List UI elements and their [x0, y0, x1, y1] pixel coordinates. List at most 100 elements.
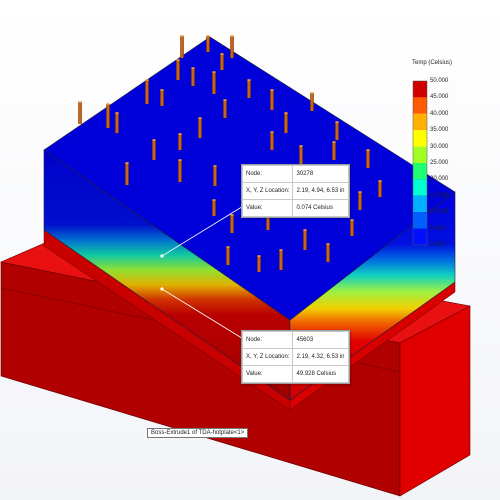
probe-callout-1[interactable]: Node: 30278 X, Y, Z Location: 2.19, 4.94…: [241, 164, 350, 218]
pin-fin: [358, 192, 362, 210]
pin-fin: [145, 80, 149, 104]
legend-tick: 10.000: [430, 209, 449, 215]
pin-fin: [230, 36, 234, 58]
part-tooltip: Boss-Extrude1 of TDA-hotplate<1>: [147, 428, 249, 438]
pin-fin: [191, 68, 195, 86]
legend-title: Temp (Celsius): [412, 60, 453, 66]
pin-fin: [212, 72, 216, 94]
legend-tick: 15.000: [430, 193, 449, 199]
pin-fin-tip: [176, 59, 180, 61]
probe-value: 45603: [292, 331, 349, 349]
probe-label: Value:: [241, 365, 294, 383]
probe-value: 0.074 Celsius: [292, 199, 349, 217]
legend-band: [413, 146, 427, 163]
legend-tick: 20.000: [430, 176, 449, 182]
pin-fin-tip: [125, 162, 129, 164]
legend-tick: 5.000: [430, 226, 446, 232]
pin-fin-tip: [270, 131, 274, 133]
probe1-leader: [161, 204, 246, 257]
pin-fin-tip: [206, 35, 210, 37]
probe-label: Node:: [241, 331, 294, 349]
pin-fin-tip: [230, 35, 234, 37]
legend-band: [413, 195, 427, 213]
legend-band: [413, 179, 427, 196]
pin-fin: [270, 90, 274, 110]
pin-fin: [206, 36, 210, 52]
pin-fin: [299, 146, 303, 166]
probe-row: Value: 0.074 Celsius: [241, 199, 349, 217]
pin-fin-tip: [350, 219, 354, 221]
pin-fin: [310, 93, 314, 111]
pin-fin: [303, 230, 307, 250]
pin-fin-tip: [145, 79, 149, 81]
pin-fin-tip: [223, 99, 227, 101]
pin-fin-tip: [213, 165, 217, 167]
pin-fin-tip: [257, 255, 261, 257]
probe2-leader: [161, 288, 246, 341]
pin-fin-tip: [366, 149, 370, 151]
legend-band: [413, 228, 427, 245]
pin-fin: [78, 102, 82, 124]
pin-fin-tip: [310, 92, 314, 94]
probe-label: X, Y, Z Location:: [241, 348, 294, 366]
probe-row: X, Y, Z Location: 2.19, 4.94, 6.53 in: [241, 182, 349, 200]
legend-tick: 40.000: [430, 111, 449, 117]
pin-fin-tip: [180, 35, 184, 37]
probe-label: Node:: [241, 165, 294, 183]
legend-band: [413, 130, 427, 147]
pin-fin-tip: [284, 112, 288, 114]
legend-tick: 25.000: [430, 160, 449, 166]
legend-band: [413, 113, 427, 131]
legend-tick: 45.000: [430, 94, 449, 100]
pin-fin-tip: [152, 139, 156, 141]
legend-colorbar: [412, 80, 428, 246]
pin-fin: [247, 80, 251, 98]
pin-fin: [125, 163, 129, 185]
probe-row: X, Y, Z Location: 2.19, 4.32, 6.53 in: [241, 348, 349, 366]
probe-callout-2[interactable]: Node: 45603 X, Y, Z Location: 2.19, 4.32…: [241, 330, 350, 384]
pin-fin-tip: [115, 112, 119, 114]
pin-fin: [226, 247, 230, 265]
legend-band: [413, 163, 427, 180]
pin-array: [78, 35, 382, 272]
pin-fin: [332, 142, 336, 160]
probe1-marker: [160, 254, 164, 258]
pin-fin-tip: [191, 67, 195, 69]
pin-fin-tip: [299, 145, 303, 147]
probe-value: 49.928 Celsius: [292, 365, 349, 383]
pin-fin-tip: [106, 103, 110, 105]
probe-value: 2.19, 4.94, 6.53 in: [292, 182, 349, 200]
legend-band: [413, 97, 427, 114]
pin-fin-tip: [178, 159, 182, 161]
pin-fin: [178, 134, 182, 150]
pin-fin: [106, 104, 110, 128]
pin-fin: [270, 132, 274, 150]
pin-fin-tip: [160, 89, 164, 91]
pin-fin: [178, 160, 182, 182]
pin-fin-tip: [198, 117, 202, 119]
pin-fin: [266, 212, 270, 230]
probe-row: Node: 30278: [241, 165, 349, 183]
pin-fin: [220, 54, 224, 70]
pin-fin-tip: [358, 191, 362, 193]
pin-fin: [326, 244, 330, 262]
pin-fin: [223, 100, 227, 118]
probe-value: 30278: [292, 165, 349, 183]
pin-fin-tip: [212, 199, 216, 201]
pin-fin: [213, 166, 217, 186]
legend-tick: 30.000: [430, 144, 449, 150]
probe-label: X, Y, Z Location:: [241, 182, 294, 200]
pin-fin-tip: [212, 71, 216, 73]
probe2-marker: [160, 287, 164, 291]
legend-frame: [412, 80, 428, 246]
pin-fin: [378, 181, 382, 197]
pin-fin: [115, 113, 119, 133]
pin-fin-tip: [247, 79, 251, 81]
pin-fin-tip: [303, 229, 307, 231]
probe-row: Node: 45603: [241, 331, 349, 349]
pin-fin: [176, 60, 180, 80]
pin-fin: [160, 90, 164, 106]
pin-fin: [230, 215, 234, 233]
pin-fin: [152, 140, 156, 160]
